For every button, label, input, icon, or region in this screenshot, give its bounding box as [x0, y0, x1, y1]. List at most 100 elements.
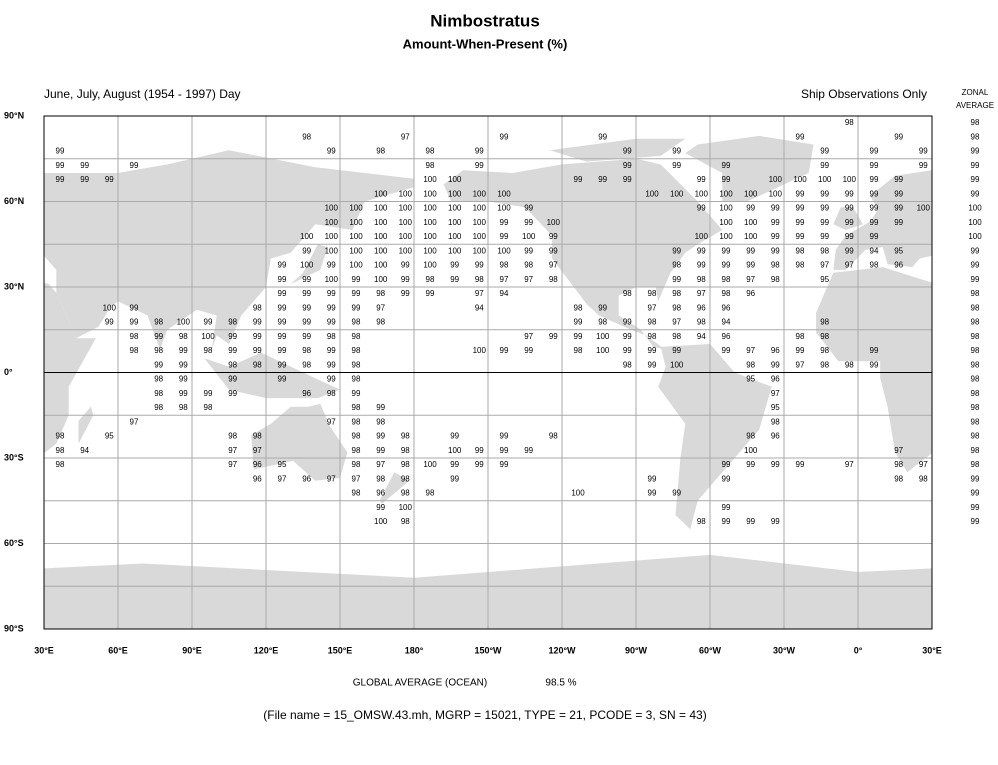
cell-value: 99 [327, 303, 336, 312]
cell-value: 99 [796, 232, 805, 241]
lat-label: 60°S [4, 538, 24, 548]
cell-value: 98 [376, 289, 385, 298]
cell-value: 96 [253, 460, 262, 469]
cell-value: 94 [475, 303, 484, 312]
cell-value: 99 [746, 261, 755, 270]
zonal-heading: ZONAL [962, 88, 989, 97]
cell-value: 100 [719, 204, 733, 213]
cell-value: 100 [670, 189, 684, 198]
cell-value: 98 [352, 417, 361, 426]
cell-value: 99 [722, 346, 731, 355]
cell-value: 99 [672, 147, 681, 156]
cell-value: 99 [722, 460, 731, 469]
cell-value: 100 [473, 246, 487, 255]
cell-value: 99 [450, 432, 459, 441]
lon-label: 30°E [922, 645, 942, 655]
zonal-value: 98 [971, 303, 980, 312]
lon-label: 120°W [548, 645, 576, 655]
cell-value: 97 [524, 332, 533, 341]
cell-value: 100 [497, 189, 511, 198]
cell-value: 99 [179, 389, 188, 398]
cell-value: 98 [154, 389, 163, 398]
cell-value: 99 [845, 218, 854, 227]
cell-value: 99 [820, 147, 829, 156]
cell-value: 100 [325, 246, 339, 255]
cell-value: 97 [845, 460, 854, 469]
cell-value: 98 [500, 261, 509, 270]
global-label: GLOBAL AVERAGE (OCEAN) [353, 678, 487, 689]
cell-value: 99 [500, 132, 509, 141]
cell-value: 97 [796, 360, 805, 369]
cell-value: 98 [475, 275, 484, 284]
cell-value: 98 [919, 474, 928, 483]
cell-value: 100 [325, 204, 339, 213]
cell-value: 100 [423, 218, 437, 227]
cell-value: 99 [278, 303, 287, 312]
cell-value: 98 [648, 332, 657, 341]
cell-value: 99 [278, 346, 287, 355]
cell-value: 100 [596, 332, 610, 341]
zonal-value: 98 [971, 446, 980, 455]
cell-value: 99 [796, 346, 805, 355]
cell-value: 100 [571, 489, 585, 498]
cell-value: 100 [201, 332, 215, 341]
cell-value: 100 [423, 460, 437, 469]
cell-value: 95 [105, 432, 114, 441]
landmass [44, 282, 96, 454]
cell-value: 100 [497, 204, 511, 213]
cell-value: 99 [327, 375, 336, 384]
cell-value: 98 [179, 403, 188, 412]
lat-label: 90°N [4, 110, 24, 120]
cell-value: 99 [771, 517, 780, 526]
cell-value: 99 [746, 204, 755, 213]
cell-value: 99 [820, 232, 829, 241]
cell-value: 100 [349, 218, 363, 227]
cell-value: 99 [426, 289, 435, 298]
lon-label: 0° [854, 645, 863, 655]
cell-value: 99 [771, 360, 780, 369]
cell-value: 99 [746, 460, 755, 469]
cell-value: 99 [179, 375, 188, 384]
lon-label: 90°W [625, 645, 648, 655]
cell-value: 99 [722, 246, 731, 255]
cell-value: 98 [302, 360, 311, 369]
cell-value: 99 [302, 246, 311, 255]
cell-value: 99 [648, 360, 657, 369]
cell-value: 100 [374, 232, 388, 241]
cell-value: 97 [894, 446, 903, 455]
cell-value: 99 [623, 175, 632, 184]
cell-value: 99 [80, 161, 89, 170]
cell-value: 99 [475, 261, 484, 270]
cell-value: 99 [401, 261, 410, 270]
cell-value: 99 [919, 147, 928, 156]
cell-value: 94 [80, 446, 89, 455]
cell-value: 99 [105, 175, 114, 184]
cell-value: 99 [524, 346, 533, 355]
cell-value: 98 [648, 289, 657, 298]
global-value: 98.5 % [545, 678, 576, 689]
cell-value: 99 [450, 474, 459, 483]
cell-value: 98 [352, 489, 361, 498]
cell-value: 99 [327, 360, 336, 369]
cell-value: 96 [771, 346, 780, 355]
cell-value: 98 [302, 346, 311, 355]
cell-value: 99 [401, 275, 410, 284]
cell-value: 99 [820, 161, 829, 170]
cell-value: 98 [56, 432, 65, 441]
cell-value: 99 [278, 360, 287, 369]
cell-value: 100 [349, 204, 363, 213]
cell-value: 99 [278, 332, 287, 341]
cell-value: 99 [771, 246, 780, 255]
zonal-value: 99 [971, 261, 980, 270]
cell-value: 97 [771, 389, 780, 398]
cell-value: 99 [820, 218, 829, 227]
cell-value: 100 [448, 246, 462, 255]
cell-value: 99 [376, 432, 385, 441]
cell-value: 100 [399, 246, 413, 255]
cell-value: 99 [154, 360, 163, 369]
cell-value: 98 [722, 275, 731, 284]
cell-value: 100 [917, 204, 931, 213]
cell-value: 100 [399, 204, 413, 213]
cell-value: 95 [278, 460, 287, 469]
cell-value: 100 [695, 232, 709, 241]
